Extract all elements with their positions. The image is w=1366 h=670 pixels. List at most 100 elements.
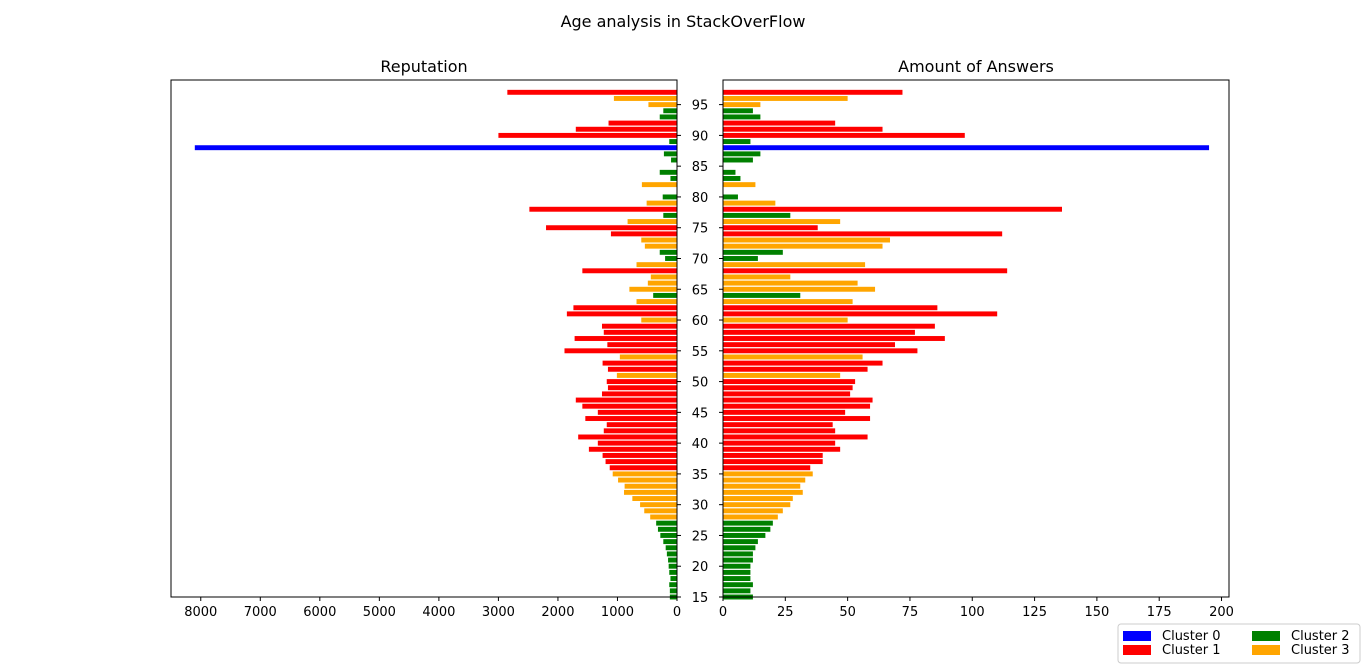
- reputation-bar-age-43: [606, 422, 677, 428]
- reputation-xtick-label-3000: 3000: [482, 605, 515, 620]
- reputation-bar-age-42: [603, 428, 677, 434]
- reputation-bar-age-67: [650, 274, 677, 280]
- reputation-bar-age-55: [564, 348, 677, 354]
- reputation-bar-age-91: [575, 126, 677, 132]
- answers-bar-age-89: [723, 139, 751, 145]
- answers-bar-age-76: [723, 219, 841, 225]
- answers-bar-age-83: [723, 176, 741, 181]
- reputation-bar-age-48: [601, 391, 677, 397]
- legend-label-cluster-3: Cluster 3: [1291, 643, 1350, 658]
- reputation-bar-age-36: [609, 465, 677, 471]
- answers-bar-age-45: [723, 409, 846, 415]
- reputation-bar-age-71: [659, 249, 677, 255]
- age-tick-label-55: 55: [692, 345, 709, 360]
- answers-bar-age-87: [723, 151, 761, 157]
- age-tick-label-65: 65: [692, 283, 709, 298]
- answers-bar-age-50: [723, 379, 856, 385]
- answers-bar-age-74: [723, 231, 1003, 237]
- reputation-bar-age-73: [641, 237, 677, 243]
- answers-xtick-label-175: 175: [1147, 605, 1172, 620]
- answers-bar-age-19: [723, 569, 751, 575]
- answers-bar-age-44: [723, 416, 871, 421]
- answers-bar-age-25: [723, 532, 766, 538]
- age-tick-label-25: 25: [692, 529, 709, 544]
- reputation-bar-age-69: [636, 262, 677, 268]
- reputation-bar-age-44: [585, 416, 677, 421]
- reputation-bar-age-90: [498, 132, 677, 138]
- answers-bar-age-73: [723, 237, 891, 243]
- answers-bar-age-68: [723, 268, 1008, 274]
- age-tick-label-30: 30: [692, 499, 709, 514]
- answers-bar-age-52: [723, 366, 868, 372]
- reputation-bar-age-92: [608, 120, 677, 126]
- reputation-bar-age-74: [610, 231, 677, 237]
- answers-bar-age-46: [723, 403, 871, 409]
- answers-bar-age-36: [723, 465, 811, 471]
- reputation-bar-age-83: [670, 176, 677, 181]
- legend-label-cluster-2: Cluster 2: [1291, 629, 1350, 644]
- legend-swatch-cluster-0: [1123, 631, 1151, 641]
- reputation-bar-age-30: [640, 502, 677, 508]
- reputation-bar-age-94: [663, 108, 677, 114]
- answers-bar-age-24: [723, 539, 758, 545]
- reputation-bar-age-88: [194, 145, 677, 151]
- legend-label-cluster-0: Cluster 0: [1162, 629, 1221, 644]
- reputation-bar-age-53: [602, 360, 677, 366]
- answers-bar-age-34: [723, 477, 806, 483]
- reputation-bar-age-37: [605, 459, 677, 465]
- answers-bar-age-17: [723, 582, 753, 588]
- reputation-xtick-label-7000: 7000: [244, 605, 277, 620]
- reputation-bar-age-75: [546, 225, 677, 231]
- answers-bar-age-58: [723, 329, 915, 335]
- age-tick-label-50: 50: [692, 376, 709, 391]
- reputation-bar-age-17: [669, 582, 677, 588]
- legend: Cluster 0 Cluster 1 Cluster 2 Cluster 3: [1117, 623, 1361, 664]
- answers-xtick-label-100: 100: [960, 605, 985, 620]
- reputation-bar-age-60: [641, 317, 677, 323]
- reputation-bar-age-77: [663, 212, 677, 218]
- reputation-bar-age-52: [607, 366, 677, 372]
- reputation-bar-age-68: [582, 268, 677, 274]
- answers-bar-age-16: [723, 588, 751, 594]
- reputation-bar-age-62: [573, 305, 677, 311]
- answers-bar-age-86: [723, 157, 753, 163]
- reputation-xtick-label-5000: 5000: [363, 605, 396, 620]
- answers-bar-age-39: [723, 446, 841, 452]
- answers-bar-age-26: [723, 526, 771, 532]
- answers-bar-age-84: [723, 169, 736, 175]
- answers-bar-age-93: [723, 114, 761, 120]
- reputation-bar-age-47: [575, 397, 677, 403]
- answers-bar-age-23: [723, 545, 756, 551]
- answers-bar-age-51: [723, 372, 841, 378]
- reputation-bar-age-64: [653, 292, 677, 298]
- reputation-bar-age-41: [578, 434, 677, 440]
- answers-bar-age-61: [723, 311, 998, 317]
- answers-bar-age-18: [723, 576, 751, 581]
- answers-bar-age-21: [723, 557, 753, 563]
- answers-bar-age-95: [723, 102, 761, 108]
- reputation-bar-age-34: [618, 477, 677, 483]
- reputation-bar-age-50: [606, 379, 677, 385]
- reputation-bar-age-40: [597, 440, 677, 446]
- reputation-bar-age-24: [663, 539, 677, 545]
- answers-bar-age-63: [723, 299, 853, 305]
- reputation-bar-age-80: [662, 194, 677, 200]
- answers-bar-age-32: [723, 489, 803, 495]
- answers-bar-age-43: [723, 422, 833, 428]
- answers-bar-age-71: [723, 249, 783, 255]
- answers-bar-age-79: [723, 200, 776, 206]
- answers-bar-age-66: [723, 280, 858, 286]
- age-tick-label-85: 85: [692, 160, 709, 175]
- answers-bar-age-78: [723, 206, 1062, 212]
- answers-bar-age-64: [723, 292, 801, 298]
- reputation-xtick-label-1000: 1000: [601, 605, 634, 620]
- answers-bar-age-38: [723, 452, 823, 458]
- answers-bar-age-31: [723, 496, 793, 501]
- answers-xtick-label-75: 75: [902, 605, 919, 620]
- answers-bar-age-72: [723, 243, 883, 249]
- reputation-bar-age-61: [566, 311, 677, 317]
- answers-bar-age-70: [723, 256, 758, 261]
- reputation-bar-age-33: [624, 483, 677, 489]
- answers-bar-age-55: [723, 348, 918, 354]
- reputation-title: Reputation: [380, 57, 467, 76]
